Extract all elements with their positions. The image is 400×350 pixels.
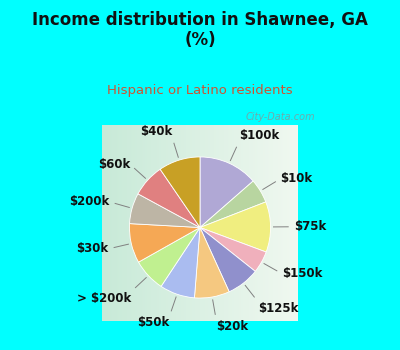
Text: $10k: $10k	[280, 172, 312, 185]
Wedge shape	[161, 228, 200, 298]
Wedge shape	[160, 157, 200, 228]
Wedge shape	[130, 194, 200, 228]
Text: $100k: $100k	[239, 129, 279, 142]
Wedge shape	[200, 228, 255, 292]
Text: $200k: $200k	[69, 195, 110, 208]
Text: Income distribution in Shawnee, GA
(%): Income distribution in Shawnee, GA (%)	[32, 10, 368, 49]
Wedge shape	[200, 228, 266, 271]
Text: $50k: $50k	[137, 316, 169, 329]
Text: City-Data.com: City-Data.com	[246, 112, 315, 122]
Wedge shape	[194, 228, 229, 298]
Wedge shape	[200, 202, 270, 252]
Wedge shape	[200, 157, 253, 228]
Text: > $200k: > $200k	[77, 292, 131, 304]
Wedge shape	[138, 169, 200, 228]
Text: $150k: $150k	[282, 267, 322, 280]
Text: $40k: $40k	[140, 125, 172, 138]
Text: $20k: $20k	[216, 320, 248, 333]
Text: $75k: $75k	[294, 220, 326, 233]
Text: $60k: $60k	[98, 158, 130, 171]
Wedge shape	[200, 181, 266, 228]
Text: $125k: $125k	[258, 302, 298, 315]
Wedge shape	[130, 224, 200, 262]
Wedge shape	[138, 228, 200, 286]
Text: Hispanic or Latino residents: Hispanic or Latino residents	[107, 84, 293, 97]
Text: $30k: $30k	[76, 242, 108, 256]
